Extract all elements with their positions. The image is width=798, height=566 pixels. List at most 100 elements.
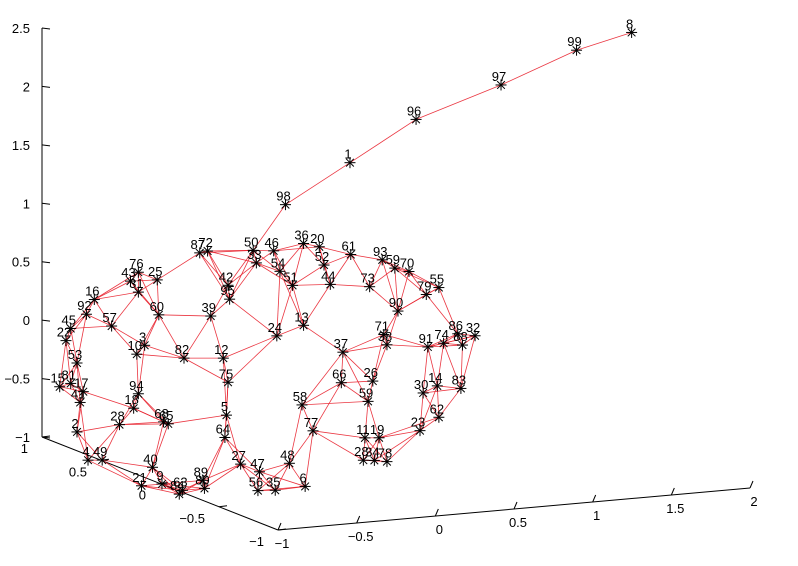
node-label: 4 <box>82 444 89 459</box>
x-tick-mark <box>357 516 360 523</box>
node-label: 52 <box>315 249 329 264</box>
graph-edge <box>302 401 368 405</box>
node-label: 18 <box>124 392 138 407</box>
z-tick-label: 1 <box>23 196 30 211</box>
node-label: 19 <box>370 422 384 437</box>
z-tick-label: −0.5 <box>4 372 30 387</box>
node-label: 94 <box>129 378 143 393</box>
node-label: 8 <box>626 16 633 31</box>
node-label: 95 <box>220 283 234 298</box>
node-label: 16 <box>85 284 99 299</box>
node-label: 38 <box>378 329 392 344</box>
node-label: 45 <box>61 313 75 328</box>
node-label: 88 <box>453 329 467 344</box>
node-label: 78 <box>378 446 392 461</box>
node-label: 90 <box>389 295 403 310</box>
node-label: 14 <box>428 370 442 385</box>
node-label: 51 <box>283 269 297 284</box>
node-label: 53 <box>68 347 82 362</box>
node-label: 24 <box>268 320 282 335</box>
z-tick-mark <box>42 203 50 204</box>
node-label: 58 <box>293 389 307 404</box>
node-label: 1 <box>344 147 351 162</box>
node-label: 59 <box>359 385 373 400</box>
node-label: 49 <box>93 444 107 459</box>
x-tick-mark <box>671 488 674 495</box>
node-label: 46 <box>264 235 278 250</box>
x-tick-label: 1.5 <box>666 501 684 516</box>
node-label: 47 <box>250 456 264 471</box>
node-label: 44 <box>321 268 335 283</box>
x-tick-label: 1 <box>593 508 600 523</box>
node-label: 20 <box>310 231 324 246</box>
node-label: 91 <box>419 331 433 346</box>
z-tick-mark <box>42 379 50 380</box>
z-tick-mark <box>42 28 50 29</box>
node-label: 60 <box>150 299 164 314</box>
node-label: 82 <box>175 342 189 357</box>
graph-edges <box>60 32 632 494</box>
z-tick-label: 2 <box>23 79 30 94</box>
node-label: 27 <box>231 448 245 463</box>
node-label: 98 <box>276 189 290 204</box>
node-label: 39 <box>202 300 216 315</box>
node-label: 64 <box>216 421 230 436</box>
node-label: 33 <box>247 247 261 262</box>
z-tick-label: 0.5 <box>12 255 30 270</box>
x-tick-label: 0 <box>436 522 443 537</box>
x-tick-mark <box>750 481 753 488</box>
z-tick-mark <box>42 145 50 146</box>
node-label: 2 <box>71 416 78 431</box>
node-label: 25 <box>148 264 162 279</box>
node-label: 68 <box>154 406 168 421</box>
z-tick-mark <box>42 320 50 321</box>
node-label: 73 <box>360 271 374 286</box>
x-tick-mark <box>593 495 596 502</box>
node-label: 13 <box>294 309 308 324</box>
node-label: 56 <box>249 475 263 490</box>
node-label: 66 <box>332 367 346 382</box>
node-label: 17 <box>74 376 88 391</box>
node-label: 12 <box>214 342 228 357</box>
x-tick-label: 2 <box>750 494 757 509</box>
node-label: 55 <box>430 272 444 287</box>
node-label: 36 <box>294 228 308 243</box>
graph-edge <box>157 253 199 280</box>
z-tick-label: −1 <box>15 430 30 445</box>
tail-edge <box>501 50 577 85</box>
node-label: 26 <box>364 365 378 380</box>
node-label: 3 <box>139 329 146 344</box>
node-label: 57 <box>102 310 116 325</box>
node-label: 5 <box>221 399 228 414</box>
node-label: 42 <box>219 269 233 284</box>
graph-edge <box>302 383 341 405</box>
node-label: 83 <box>452 372 466 387</box>
z-tick-label: 2.5 <box>12 21 30 36</box>
node-label: 92 <box>77 298 91 313</box>
node-label: 61 <box>342 239 356 254</box>
node-label: 40 <box>143 451 157 466</box>
node-label: 59 <box>386 252 400 267</box>
node-label: 11 <box>356 422 370 437</box>
node-label: 77 <box>304 415 318 430</box>
node-label: 79 <box>417 279 431 294</box>
node-label: 81 <box>61 367 75 382</box>
y-tick-label: −1 <box>249 534 264 549</box>
z-tick-mark <box>42 86 50 87</box>
x-tick-label: −1 <box>275 536 290 551</box>
node-label: 97 <box>492 69 506 84</box>
graph-edge <box>379 417 439 438</box>
node-label: 9 <box>156 468 163 483</box>
node-label: 70 <box>400 256 414 271</box>
node-label: 99 <box>567 34 581 49</box>
node-label: 6 <box>300 470 307 485</box>
z-tick-mark <box>42 262 50 263</box>
y-tick-mark <box>219 506 227 507</box>
node-label: 62 <box>430 401 444 416</box>
node-label: 23 <box>411 415 425 430</box>
node-label: 72 <box>198 235 212 250</box>
z-tick-label: 0 <box>23 313 30 328</box>
node-label: 76 <box>129 256 143 271</box>
